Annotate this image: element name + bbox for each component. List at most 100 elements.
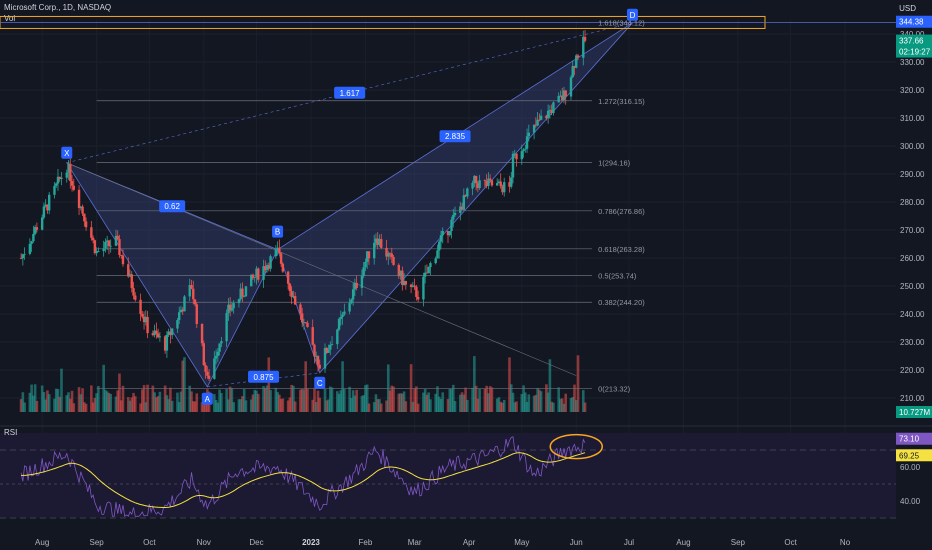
rsi-value-tag-bg (896, 432, 932, 445)
volume-bar (141, 389, 144, 412)
candle-body (367, 251, 371, 259)
volume-bar (448, 388, 452, 412)
candle-body (548, 109, 552, 111)
candle-body (422, 276, 425, 300)
volume-bar (126, 397, 130, 412)
candle-body (130, 274, 133, 289)
point-d-label-bg (626, 8, 638, 21)
candle-body (19, 258, 23, 259)
volume-bar (165, 395, 169, 412)
volume-bar (574, 399, 578, 412)
price-tick-label: 230.00 (900, 338, 925, 347)
volume-bar (56, 389, 60, 412)
candle-body (83, 213, 86, 222)
volume-bar (90, 385, 93, 412)
volume-bar (399, 393, 402, 412)
volume-bar (253, 389, 257, 412)
volume-bar (386, 364, 390, 412)
candle-body (564, 90, 567, 97)
ratio-label: 1.617 (340, 89, 361, 98)
candle-body (46, 204, 49, 211)
date-tick-label: Apr (463, 538, 476, 547)
volume-indicator-label: Vol (4, 14, 16, 23)
volume-bar (306, 388, 309, 412)
date-tick-label: Oct (143, 538, 156, 547)
volume-bar (316, 390, 320, 412)
price-tick-label: 340.00 (900, 30, 925, 39)
candle-body (350, 299, 353, 304)
volume-bar (569, 398, 573, 412)
date-tick-label: Feb (359, 538, 373, 547)
candle-body (269, 256, 272, 269)
volume-bar (313, 387, 316, 412)
candle-body (65, 172, 68, 178)
volume-bar (583, 402, 587, 412)
rsi-highlight-circle (549, 433, 604, 460)
candle-body (473, 175, 476, 183)
volume-bar (77, 387, 81, 412)
volume-bar (155, 397, 158, 412)
volume-bar (538, 389, 541, 412)
volume-bar (107, 392, 111, 412)
volume-bar (534, 394, 538, 412)
candle-body (146, 316, 149, 334)
candle-body (462, 195, 466, 210)
volume-bar (79, 394, 83, 412)
volume-bar (183, 357, 186, 412)
date-tick-label: Jun (570, 538, 583, 547)
candle-body (230, 308, 234, 311)
candle-body (427, 266, 430, 274)
candle-body (532, 124, 536, 133)
volume-bar (497, 397, 501, 412)
candle-body (190, 285, 193, 289)
rsi-tick-label: 60.00 (900, 463, 921, 472)
rsi-band (0, 433, 896, 518)
price-tick-label: 310.00 (900, 114, 925, 123)
candle-body (362, 267, 365, 277)
volume-bar (336, 391, 339, 412)
volume-bar (213, 394, 216, 412)
volume-bar (300, 388, 304, 412)
volume-bar (153, 392, 156, 412)
volume-bar (328, 386, 332, 412)
volume-bar (562, 403, 566, 412)
volume-bar (83, 402, 86, 412)
volume-bar (453, 401, 457, 412)
ratio-label: 0.875 (254, 373, 275, 382)
volume-bar (451, 384, 455, 412)
candle-body (315, 356, 318, 357)
candle-body (128, 274, 132, 277)
volume-bar (163, 385, 167, 412)
volume-bar (546, 392, 550, 412)
candle-body (21, 254, 25, 259)
candle-body (28, 243, 32, 254)
volume-bar (265, 385, 269, 412)
candle-body (508, 182, 511, 187)
date-tick-label: Aug (35, 538, 49, 547)
volume-bar (278, 394, 281, 412)
volume-bar (425, 394, 429, 412)
volume-bar (527, 394, 531, 412)
point-a-label: A (205, 395, 211, 404)
candle-body (392, 256, 395, 265)
candle-body (360, 276, 364, 288)
volume-bar (269, 389, 272, 412)
candle-body (178, 312, 181, 321)
candle-body (582, 36, 585, 58)
point-d-label: D (630, 11, 636, 20)
candle-body (341, 314, 344, 317)
volume-bar (118, 373, 121, 412)
volume-bar (350, 398, 353, 412)
candle-body (522, 149, 525, 152)
volume-bar (502, 399, 506, 412)
candle-body (575, 55, 578, 68)
candle-body (560, 95, 564, 100)
volume-bar (167, 399, 170, 412)
candle-body (42, 206, 46, 218)
volume-bar (390, 385, 394, 412)
rsi-ma-line (21, 452, 586, 508)
candle-body (251, 274, 255, 278)
volume-bar (46, 390, 49, 412)
volume-bar (200, 402, 204, 412)
